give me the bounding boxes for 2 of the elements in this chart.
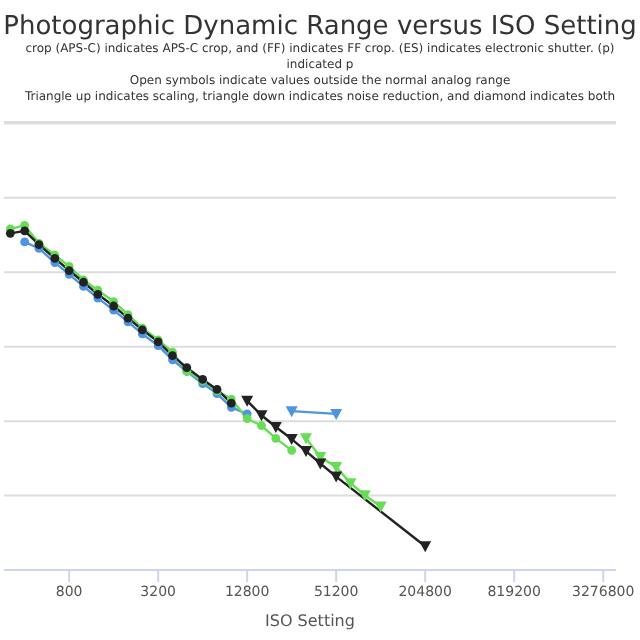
- chart-title: Photographic Dynamic Range versus ISO Setting: [1, 12, 639, 42]
- x-axis-title: ISO Setting: [265, 612, 355, 630]
